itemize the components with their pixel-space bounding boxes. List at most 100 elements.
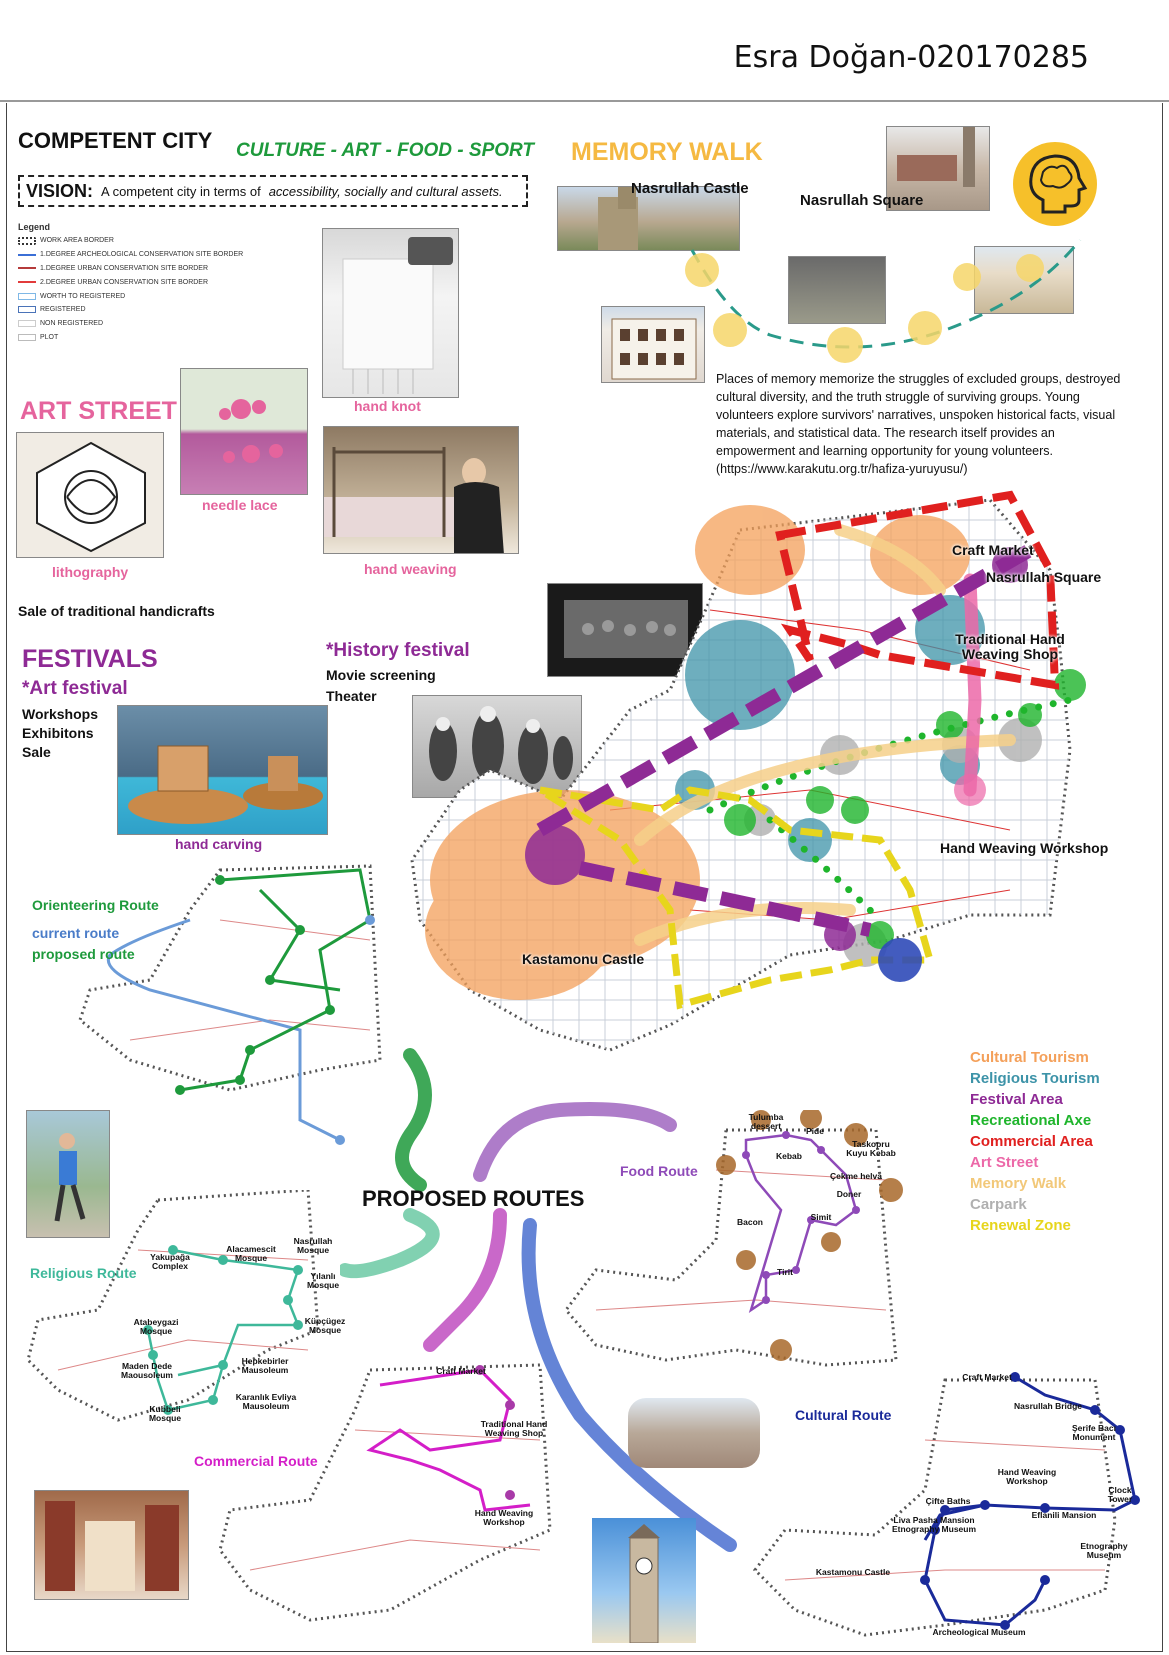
cultural-map (753, 1372, 1140, 1637)
brain-icon (1013, 142, 1097, 226)
sale-text: Sale of traditional handicrafts (18, 603, 215, 619)
map-label-nasrullah-square: Nasrullah Square (986, 569, 1102, 585)
poster-frame (6, 103, 1163, 1652)
cultural-title: Cultural Route (795, 1407, 892, 1423)
commercial-title: Commercial Route (194, 1453, 318, 1469)
religious-stop: Nasrullah Mosque (293, 1236, 333, 1255)
history-festival-item: Movie screening (326, 667, 436, 683)
legend-item: 1.DEGREE ARCHEOLOGICAL CONSERVATION SITE… (18, 248, 258, 262)
hand-weaving-caption: hand weaving (364, 561, 457, 577)
category-item: Carpark (970, 1196, 1027, 1213)
religious-stop: Kubbeli Mosque (148, 1404, 182, 1423)
art-festival-item: Exhibitons (22, 725, 94, 741)
religious-stop: Atabeygazi Mosque (133, 1317, 179, 1336)
legend: Legend WORK AREA BORDER 1.DEGREE ARCHEOL… (18, 222, 258, 344)
cultural-stop: Çifte Baths (925, 1496, 971, 1506)
cultural-stop: Etnography Museum (1080, 1541, 1128, 1560)
legend-item: WORK AREA BORDER (18, 234, 258, 248)
orienteering-proposed: proposed route (32, 946, 135, 962)
cultural-stop: Kastamonu Castle (815, 1567, 891, 1577)
commercial-stop: Traditional Hand Weaving Shop (480, 1419, 548, 1438)
cultural-stop: Craft Market (962, 1372, 1012, 1382)
category-item: Religious Tourism (970, 1070, 1100, 1087)
commercial-map (218, 1363, 552, 1622)
commercial-photo (34, 1490, 189, 1600)
religious-stop: Yılanlı Mosque (306, 1271, 340, 1290)
religious-stop: Alacamescit Mosque (226, 1244, 276, 1263)
orienteering-map (78, 864, 382, 1145)
hammam-photo (628, 1398, 760, 1468)
food-stop: Tulumba dessert (748, 1112, 784, 1131)
art-festival-title: *Art festival (22, 678, 128, 699)
category-item: Renewal Zone (970, 1217, 1071, 1234)
legend-item: 1.DEGREE URBAN CONSERVATION SITE BORDER (18, 262, 258, 276)
nasrullah-castle-label: Nasrullah Castle (631, 180, 749, 197)
cultural-stop: Archeological Museum (932, 1627, 1026, 1637)
header-divider (0, 100, 1169, 102)
category-item: Art Street (970, 1154, 1039, 1171)
vision-emphasis: accessibility, socially and cultural ass… (268, 183, 503, 199)
art-street-title: ART STREET (20, 397, 177, 425)
poster-subtitle: CULTURE - ART - FOOD - SPORT (236, 140, 535, 161)
religious-map (26, 1190, 320, 1422)
art-festival-item: Workshops (22, 706, 98, 722)
cultural-stop: Eflanili Mansion (1031, 1510, 1097, 1520)
commercial-stop: Hand Weaving Workshop (474, 1508, 534, 1527)
vision-label: VISION: (26, 180, 94, 201)
religious-stop: Karanlık Evliya Mausoleum (235, 1392, 297, 1411)
map-label-craft-market: Craft Market (952, 542, 1034, 558)
food-stop: Doner (836, 1189, 862, 1199)
hand-carving-photo (117, 705, 328, 835)
route-connectors (340, 1048, 737, 1552)
clock-tower-photo (592, 1518, 696, 1643)
orienteering-title: Orienteering Route (32, 897, 159, 913)
poster-title: COMPETENT CITY (18, 128, 213, 153)
art-festival-list: Workshops Exhibitons Sale (22, 705, 98, 762)
cultural-stop: Hand Weaving Workshop (997, 1467, 1057, 1486)
category-item: Memory Walk (970, 1175, 1067, 1192)
map-label-workshop: Hand Weaving Workshop (940, 840, 1109, 856)
lithography-caption: lithography (52, 564, 129, 580)
memory-walk-description: Places of memory memorize the struggles … (716, 372, 1121, 476)
legend-item: REGISTERED (18, 303, 258, 317)
memory-photo-house (601, 306, 705, 383)
religious-stop: Yakupağa Complex (150, 1252, 190, 1271)
hand-carving-caption: hand carving (175, 836, 263, 852)
hand-weaving-photo (323, 426, 519, 554)
history-festival-title: *History festival (326, 640, 470, 661)
history-festival-item: Theater (326, 688, 377, 704)
history-festival-list: Movie screening Theater (326, 665, 436, 707)
legend-item: WORTH TO REGISTERED (18, 289, 258, 303)
food-stop: Pide (806, 1126, 824, 1136)
legend-item: PLOT (18, 331, 258, 345)
food-stop: Çekme helva (830, 1171, 882, 1181)
vision-box: VISION: A competent city in terms of acc… (18, 175, 528, 207)
religious-title: Religious Route (30, 1265, 137, 1281)
religious-stop: Hepkebirler Mausoleum (241, 1356, 289, 1375)
category-item: Festival Area (970, 1091, 1063, 1108)
nasrullah-square-photo (886, 126, 990, 211)
needle-lace-caption: needle lace (202, 497, 278, 513)
nasrullah-square-label: Nasrullah Square (800, 192, 924, 209)
needle-lace-photo (180, 368, 308, 495)
legend-item: NON REGISTERED (18, 317, 258, 331)
food-map (564, 1110, 903, 1367)
category-item: Commercial Area (970, 1133, 1093, 1150)
vision-text: A competent city in terms of (101, 183, 261, 199)
orienteering-photo (26, 1110, 110, 1238)
orienteering-current: current route (32, 925, 120, 941)
food-title: Food Route (620, 1163, 698, 1179)
category-item: Recreational Axe (970, 1112, 1092, 1129)
commercial-stop: Craft Market (436, 1366, 486, 1376)
category-legend: Cultural Tourism Religious Tourism Festi… (970, 1047, 1100, 1236)
map-label-traditional-shop: Traditional Hand Weaving Shop (955, 631, 1065, 662)
religious-stop: Küpçügez Mosque (304, 1316, 346, 1335)
hand-knot-photo (322, 228, 459, 398)
food-stop: Bacon (737, 1217, 763, 1227)
cultural-stop: Nasrullah Bridge (1013, 1401, 1083, 1411)
legend-title: Legend (18, 222, 51, 232)
hand-knot-caption: hand knot (354, 398, 421, 414)
lithography-photo (16, 432, 164, 558)
memory-walk-title: MEMORY WALK (571, 138, 763, 166)
food-stop: Tirit (777, 1267, 793, 1277)
